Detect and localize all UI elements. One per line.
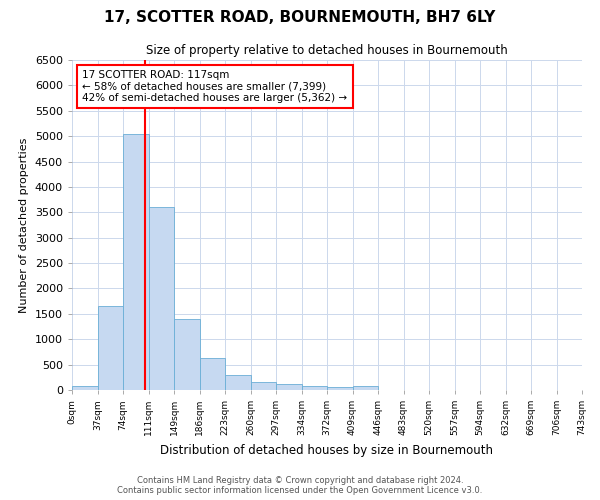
Text: Contains HM Land Registry data © Crown copyright and database right 2024.
Contai: Contains HM Land Registry data © Crown c… bbox=[118, 476, 482, 495]
Bar bbox=[97, 306, 123, 390]
Bar bbox=[251, 382, 276, 390]
Bar bbox=[199, 358, 225, 390]
Bar bbox=[72, 386, 97, 390]
Bar bbox=[302, 386, 327, 390]
Bar bbox=[149, 207, 174, 390]
Y-axis label: Number of detached properties: Number of detached properties bbox=[19, 138, 29, 312]
Bar bbox=[327, 387, 353, 390]
Bar bbox=[276, 384, 302, 390]
Bar bbox=[174, 319, 199, 390]
Bar bbox=[225, 376, 251, 390]
Text: 17, SCOTTER ROAD, BOURNEMOUTH, BH7 6LY: 17, SCOTTER ROAD, BOURNEMOUTH, BH7 6LY bbox=[104, 10, 496, 25]
Title: Size of property relative to detached houses in Bournemouth: Size of property relative to detached ho… bbox=[146, 44, 508, 58]
Text: 17 SCOTTER ROAD: 117sqm
← 58% of detached houses are smaller (7,399)
42% of semi: 17 SCOTTER ROAD: 117sqm ← 58% of detache… bbox=[82, 70, 347, 103]
Bar bbox=[123, 134, 149, 390]
Bar bbox=[353, 386, 378, 390]
X-axis label: Distribution of detached houses by size in Bournemouth: Distribution of detached houses by size … bbox=[161, 444, 493, 456]
